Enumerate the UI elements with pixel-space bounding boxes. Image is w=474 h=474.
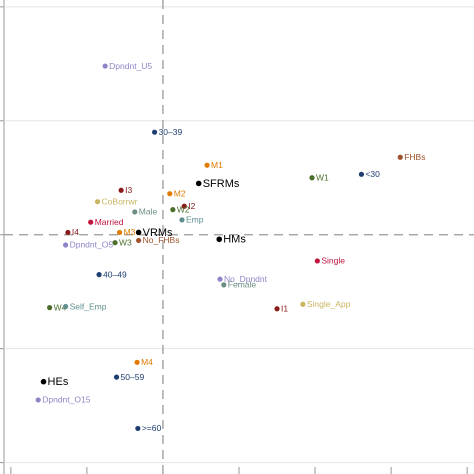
point-label: M2	[174, 188, 186, 198]
point-label: FHBs	[404, 152, 425, 162]
point	[170, 207, 176, 213]
point-label: No_FHBs	[143, 235, 180, 245]
point-label: VRMs	[143, 227, 173, 239]
point	[88, 219, 94, 225]
point-label: I2	[188, 201, 195, 211]
point	[40, 378, 47, 385]
point-label: W2	[177, 204, 190, 214]
point-label: M3	[124, 227, 136, 237]
point-label: 40–49	[103, 269, 127, 279]
point-label: I4	[72, 227, 79, 237]
point-label: Self_Emp	[70, 301, 107, 311]
point	[35, 397, 41, 403]
point-label: 30–39	[159, 127, 183, 137]
point	[179, 217, 185, 223]
point	[204, 162, 210, 168]
point-label: Married	[95, 217, 124, 227]
point	[221, 282, 227, 288]
point	[112, 240, 118, 246]
point-label: I3	[125, 185, 132, 195]
point	[135, 425, 141, 432]
point-label: Dpndnt_O15	[42, 395, 90, 405]
point	[118, 187, 124, 193]
point-label: W3	[119, 237, 132, 247]
point-label: No_Dpndnt	[224, 274, 268, 284]
point-label: Dpndnt_U5	[109, 61, 152, 71]
point	[217, 276, 223, 282]
point	[113, 374, 120, 380]
point	[314, 258, 320, 264]
point-label: Emp	[186, 215, 204, 225]
point	[167, 191, 173, 197]
point	[151, 129, 158, 135]
point	[134, 359, 140, 365]
point-label: HMs	[223, 234, 246, 246]
point	[132, 209, 138, 215]
point-label: Single_App	[307, 299, 351, 309]
point	[397, 154, 403, 160]
point-label: <30	[365, 169, 380, 179]
point	[47, 305, 53, 311]
point	[63, 242, 69, 248]
point-label: 50–59	[121, 372, 145, 382]
point-label: Single	[321, 256, 345, 266]
point-label: M4	[141, 357, 153, 367]
point-label: SFRMs	[203, 178, 240, 190]
point-label: >=60	[142, 423, 162, 433]
point-label: Dpndnt_O5	[70, 240, 114, 250]
point-label: M1	[211, 160, 223, 170]
point-label: Female	[228, 280, 257, 290]
point-label: I1	[281, 304, 288, 314]
point	[102, 63, 108, 69]
point-label: Male	[139, 207, 158, 217]
point	[116, 229, 123, 236]
point	[63, 303, 69, 310]
point	[274, 306, 280, 312]
point	[181, 203, 187, 209]
point-label: W4	[54, 302, 67, 312]
point	[309, 175, 315, 181]
point	[195, 180, 202, 187]
point	[96, 272, 102, 278]
point	[136, 237, 142, 244]
point	[65, 229, 71, 236]
point	[94, 199, 101, 205]
point-label: W1	[316, 173, 329, 183]
point	[358, 171, 365, 177]
point-label: HEs	[48, 376, 69, 388]
point	[135, 229, 142, 236]
point-label: CoBorrwr	[102, 196, 138, 206]
point	[300, 301, 306, 307]
point	[216, 236, 223, 243]
